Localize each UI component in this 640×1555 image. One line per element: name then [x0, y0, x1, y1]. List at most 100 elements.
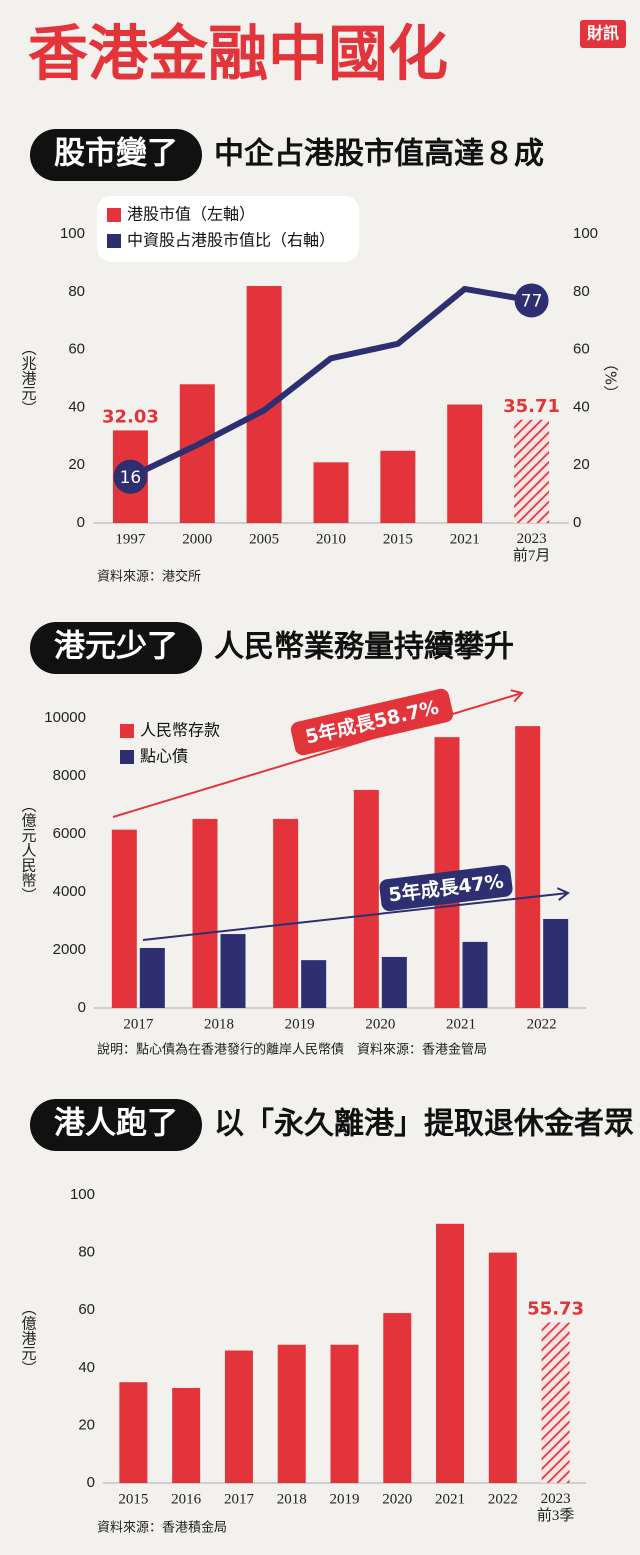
- y-tick-label: 100: [70, 1186, 95, 1203]
- x-tick-label: 2017: [224, 1491, 255, 1507]
- x-tick-label: 2023 前3季: [537, 1491, 575, 1524]
- data-label: 55.73: [527, 1298, 584, 1319]
- bar: [119, 1382, 148, 1483]
- bar: [447, 404, 483, 523]
- bar: [353, 789, 379, 1008]
- data-label: 77: [521, 291, 543, 311]
- x-tick-label: 2020: [365, 1016, 395, 1032]
- y2-tick-label: 0: [573, 514, 581, 531]
- source-note: 說明：點心債為在香港發行的離岸人民幣債 資料來源：香港金管局: [97, 1042, 487, 1058]
- bar: [273, 818, 299, 1008]
- section-pill: [30, 622, 202, 674]
- x-tick-label: 1997: [115, 531, 146, 547]
- y-tick-label: 2000: [53, 941, 86, 958]
- x-tick-label: 2015: [118, 1491, 148, 1507]
- trend-arrow: [112, 689, 524, 818]
- x-tick-label: 2019: [330, 1491, 360, 1507]
- x-tick-label: 2020: [382, 1491, 412, 1507]
- y-tick-label: 0: [87, 1474, 95, 1491]
- main-title: 香港金融中國化: [28, 20, 448, 90]
- bar: [192, 818, 218, 1008]
- bar: [383, 1313, 412, 1483]
- x-tick-label: 2023 前7月: [513, 531, 551, 564]
- bar: [111, 829, 137, 1008]
- bar: [543, 918, 569, 1008]
- bar: [139, 947, 165, 1008]
- x-tick-label: 2016: [171, 1491, 202, 1507]
- annotation-text: 5年成長58.7%: [303, 695, 441, 748]
- x-tick-label: 2010: [316, 531, 346, 547]
- y2-tick-label: 40: [573, 398, 590, 415]
- y-axis-label: （億港元）: [20, 1301, 38, 1376]
- legend-label: 人民幣存款: [140, 721, 220, 740]
- chart-subtitle: 人民幣業務量持續攀升: [214, 630, 514, 665]
- x-tick-label: 2019: [285, 1016, 315, 1032]
- y-tick-label: 40: [78, 1359, 95, 1376]
- x-tick-label: 2017: [123, 1016, 154, 1032]
- y-tick-label: 80: [78, 1244, 95, 1261]
- y-tick-label: 4000: [53, 883, 86, 900]
- source-note: 資料來源：香港積金局: [97, 1520, 227, 1536]
- bar: [172, 1387, 201, 1483]
- annotation: 5年成長58.7%: [290, 688, 454, 756]
- y2-tick-label: 100: [573, 225, 598, 242]
- y2-tick-label: 60: [573, 341, 590, 358]
- y-tick-label: 8000: [53, 767, 86, 784]
- y2-tick-label: 20: [573, 456, 590, 473]
- legend-label: 港股市值（左軸）: [127, 205, 255, 224]
- annotation-box: [379, 864, 513, 912]
- x-tick-label: 2021: [446, 1016, 476, 1032]
- section-label: 股市變了: [54, 136, 178, 172]
- bar: [541, 1322, 570, 1483]
- point-badge: [113, 459, 148, 494]
- bar: [313, 462, 349, 523]
- y-tick-label: 40: [68, 398, 85, 415]
- bar: [381, 956, 407, 1008]
- y-axis-label: （兆港元）: [20, 341, 38, 416]
- y-tick-label: 60: [68, 341, 85, 358]
- bar: [514, 419, 550, 523]
- y-tick-label: 20: [68, 456, 85, 473]
- x-tick-label: 2015: [383, 531, 413, 547]
- bar: [436, 1223, 465, 1483]
- y-tick-label: 20: [78, 1416, 95, 1433]
- bar: [220, 934, 246, 1008]
- legend-swatch: [107, 234, 121, 248]
- y-tick-label: 6000: [53, 825, 86, 842]
- line: [129, 285, 533, 480]
- x-tick-label: 2018: [204, 1016, 234, 1032]
- bar: [462, 941, 488, 1008]
- source-note: 資料來源：港交所: [97, 569, 201, 585]
- bar: [224, 1350, 253, 1483]
- bar: [380, 450, 416, 523]
- annotation-box: [290, 688, 454, 756]
- legend-swatch: [120, 724, 134, 738]
- y-tick-label: 100: [60, 225, 85, 242]
- x-tick-label: 2022: [488, 1491, 518, 1507]
- legend-swatch: [107, 208, 121, 222]
- x-tick-label: 2021: [450, 531, 480, 547]
- x-tick-label: 2022: [527, 1016, 557, 1032]
- legend-box: [97, 196, 359, 262]
- data-label: 35.71: [503, 396, 560, 417]
- section-pill: [30, 129, 202, 181]
- trend-arrow: [142, 887, 570, 941]
- x-tick-label: 2021: [435, 1491, 465, 1507]
- bar: [277, 1344, 306, 1483]
- legend-label: 點心債: [140, 747, 188, 766]
- y-tick-label: 10000: [44, 709, 86, 726]
- y-tick-label: 0: [77, 514, 85, 531]
- bar: [515, 726, 541, 1008]
- x-tick-label: 2000: [182, 531, 212, 547]
- bar: [301, 960, 327, 1008]
- bar: [488, 1252, 517, 1483]
- chart-subtitle: 中企占港股市值高達８成: [214, 137, 544, 172]
- logo-box: [580, 20, 626, 48]
- y-tick-label: 60: [78, 1301, 95, 1318]
- x-tick-label: 2005: [249, 531, 279, 547]
- chart-subtitle: 以「永久離港」提取退休金者眾: [214, 1107, 634, 1142]
- section-pill: [30, 1099, 202, 1151]
- y-tick-label: 0: [78, 999, 86, 1016]
- logo: 財訊: [587, 24, 619, 43]
